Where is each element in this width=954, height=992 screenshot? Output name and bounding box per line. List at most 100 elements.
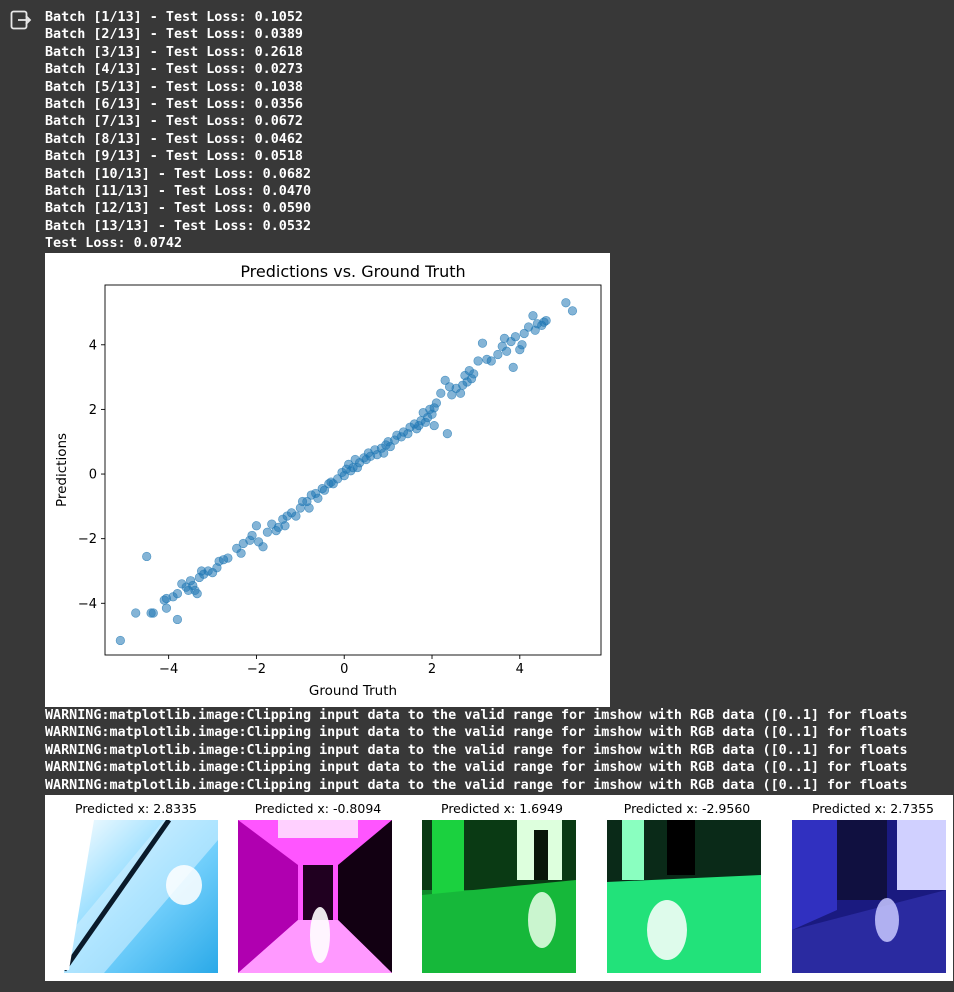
scatter-point xyxy=(528,311,538,321)
scatter-point xyxy=(223,553,233,563)
log-line: Batch [1/13] - Test Loss: 0.1052 xyxy=(45,10,303,25)
scatter-point xyxy=(519,328,529,339)
scatter-point xyxy=(508,362,518,373)
warning-line: WARNING:matplotlib.image:Clipping input … xyxy=(45,708,908,723)
scatter-point xyxy=(486,356,496,366)
x-tick-label: 2 xyxy=(428,662,436,677)
scatter-point xyxy=(517,340,527,350)
scatter-point xyxy=(493,349,503,360)
scatter-point xyxy=(502,346,512,356)
scatter-point xyxy=(436,388,446,398)
log-line: Batch [12/13] - Test Loss: 0.0590 xyxy=(45,201,312,217)
x-tick-label: −2 xyxy=(247,662,266,677)
scatter-chart: Predictions vs. Ground Truth −4 −2 0 2 4 −4−… xyxy=(54,262,602,699)
x-tick-label: 0 xyxy=(340,662,348,677)
scatter-point xyxy=(473,356,483,366)
scatter-point xyxy=(291,511,301,521)
image-caption: Predicted x: -0.8094 xyxy=(254,801,382,816)
scatter-point xyxy=(447,390,457,400)
x-axis-label: Ground Truth xyxy=(309,683,397,699)
output-toggle-icon[interactable] xyxy=(10,10,32,30)
y-axis-ticks: −4 −2 0 2 4 xyxy=(78,338,105,612)
log-line: Batch [9/13] - Test Loss: 0.0518 xyxy=(45,149,303,165)
scatter-point xyxy=(251,521,262,531)
scatter-point xyxy=(429,420,439,431)
scatter-point xyxy=(262,527,273,537)
scatter-point xyxy=(440,375,450,385)
scatter-point xyxy=(131,608,141,618)
log-line: Batch [10/13] - Test Loss: 0.0682 xyxy=(45,166,312,182)
test-loss-log: Batch [1/13] - Test Loss: 0.1052 Batch [2… xyxy=(45,0,954,252)
scatter-point xyxy=(192,589,202,599)
scatter-point xyxy=(304,503,314,513)
y-tick-label: 0 xyxy=(89,468,97,483)
scatter-point xyxy=(379,448,389,458)
log-line: Batch [7/13] - Test Loss: 0.0672 xyxy=(45,114,303,130)
y-tick-label: −2 xyxy=(78,532,97,547)
thumb-2-magenta-corridor xyxy=(238,820,392,973)
scatter-point xyxy=(431,398,441,408)
scatter-point xyxy=(541,315,551,326)
image-caption: Predicted x: 2.7355 xyxy=(812,801,934,816)
scatter-point xyxy=(313,493,323,503)
scatter-point xyxy=(567,306,578,316)
y-tick-label: 2 xyxy=(89,403,97,418)
x-axis-ticks: −4 −2 0 2 4 xyxy=(159,655,524,677)
log-line: Batch [5/13] - Test Loss: 0.1038 xyxy=(45,79,303,95)
x-tick-label: 4 xyxy=(516,662,524,677)
thumb-5-blue-corridor xyxy=(792,820,946,973)
log-line: Batch [4/13] - Test Loss: 0.0273 xyxy=(45,62,303,78)
log-line: Batch [6/13] - Test Loss: 0.0356 xyxy=(45,96,303,112)
warning-line: WARNING:matplotlib.image:Clipping input … xyxy=(45,742,908,758)
log-line: Batch [3/13] - Test Loss: 0.2618 xyxy=(45,44,303,60)
warning-log: WARNING:matplotlib.image:Clipping input … xyxy=(45,707,954,794)
scatter-point xyxy=(258,542,268,552)
image-cell-5: Predicted x: 2.7355 xyxy=(788,795,954,981)
scatter-point xyxy=(477,338,488,348)
scatter-point xyxy=(510,332,521,342)
warning-line: WARNING:matplotlib.image:Clipping input … xyxy=(45,760,908,776)
scatter-point xyxy=(172,614,183,625)
image-caption: Predicted x: 1.6949 xyxy=(441,801,563,816)
image-caption: Predicted x: -2.9560 xyxy=(623,801,751,816)
scatter-point xyxy=(247,530,257,541)
scatter-point xyxy=(115,635,125,646)
image-cell-3: Predicted x: 1.6949 xyxy=(417,795,587,981)
thumb-1-cyan-floor xyxy=(64,820,218,973)
scatter-point xyxy=(280,521,290,531)
scatter-point xyxy=(469,369,479,379)
y-tick-label: 4 xyxy=(89,338,97,353)
y-tick-label: −4 xyxy=(78,597,97,612)
image-cell-1: Predicted x: 2.8335 xyxy=(51,795,221,981)
log-line: Batch [13/13] - Test Loss: 0.0532 xyxy=(45,218,312,234)
thumb-3-green-hallway xyxy=(422,820,576,973)
image-cell-2: Predicted x: -0.8094 xyxy=(233,795,403,981)
scatter-point xyxy=(161,603,172,613)
cell-output: Batch [1/13] - Test Loss: 0.1052 Batch [2… xyxy=(45,0,954,252)
scatter-point xyxy=(455,388,466,398)
scatter-point xyxy=(172,589,183,599)
log-line: Test Loss: 0.0742 xyxy=(45,236,183,252)
log-line: Batch [11/13] - Test Loss: 0.0470 xyxy=(45,183,312,199)
scatter-point xyxy=(319,485,330,495)
scatter-point xyxy=(148,608,158,618)
warning-line: WARNING:matplotlib.image:Clipping input … xyxy=(45,725,908,741)
chart-title: Predictions vs. Ground Truth xyxy=(240,262,465,281)
scatter-point xyxy=(385,441,395,452)
image-cell-4: Predicted x: -2.9560 xyxy=(602,795,772,981)
thumb-4-green-floor xyxy=(607,820,761,973)
scatter-point xyxy=(561,298,571,308)
scatter-chart-panel: Predictions vs. Ground Truth −4 −2 0 2 4 −4−… xyxy=(45,253,610,707)
scatter-point xyxy=(142,551,152,562)
y-axis-label: Predictions xyxy=(54,433,70,507)
scatter-point xyxy=(442,429,452,439)
log-line: Batch [8/13] - Test Loss: 0.0462 xyxy=(45,131,303,147)
warning-line: WARNING:matplotlib.image:Clipping input … xyxy=(45,777,908,793)
scatter-point xyxy=(236,548,246,558)
output-gutter xyxy=(0,0,40,992)
predictions-images-panel: Predicted x: 2.8335 Predicted x: -0.8094 xyxy=(45,795,953,981)
image-caption: Predicted x: 2.8335 xyxy=(75,801,197,816)
log-line: Batch [2/13] - Test Loss: 0.0389 xyxy=(45,27,303,43)
x-tick-label: −4 xyxy=(159,662,178,677)
points-layer xyxy=(115,298,578,646)
